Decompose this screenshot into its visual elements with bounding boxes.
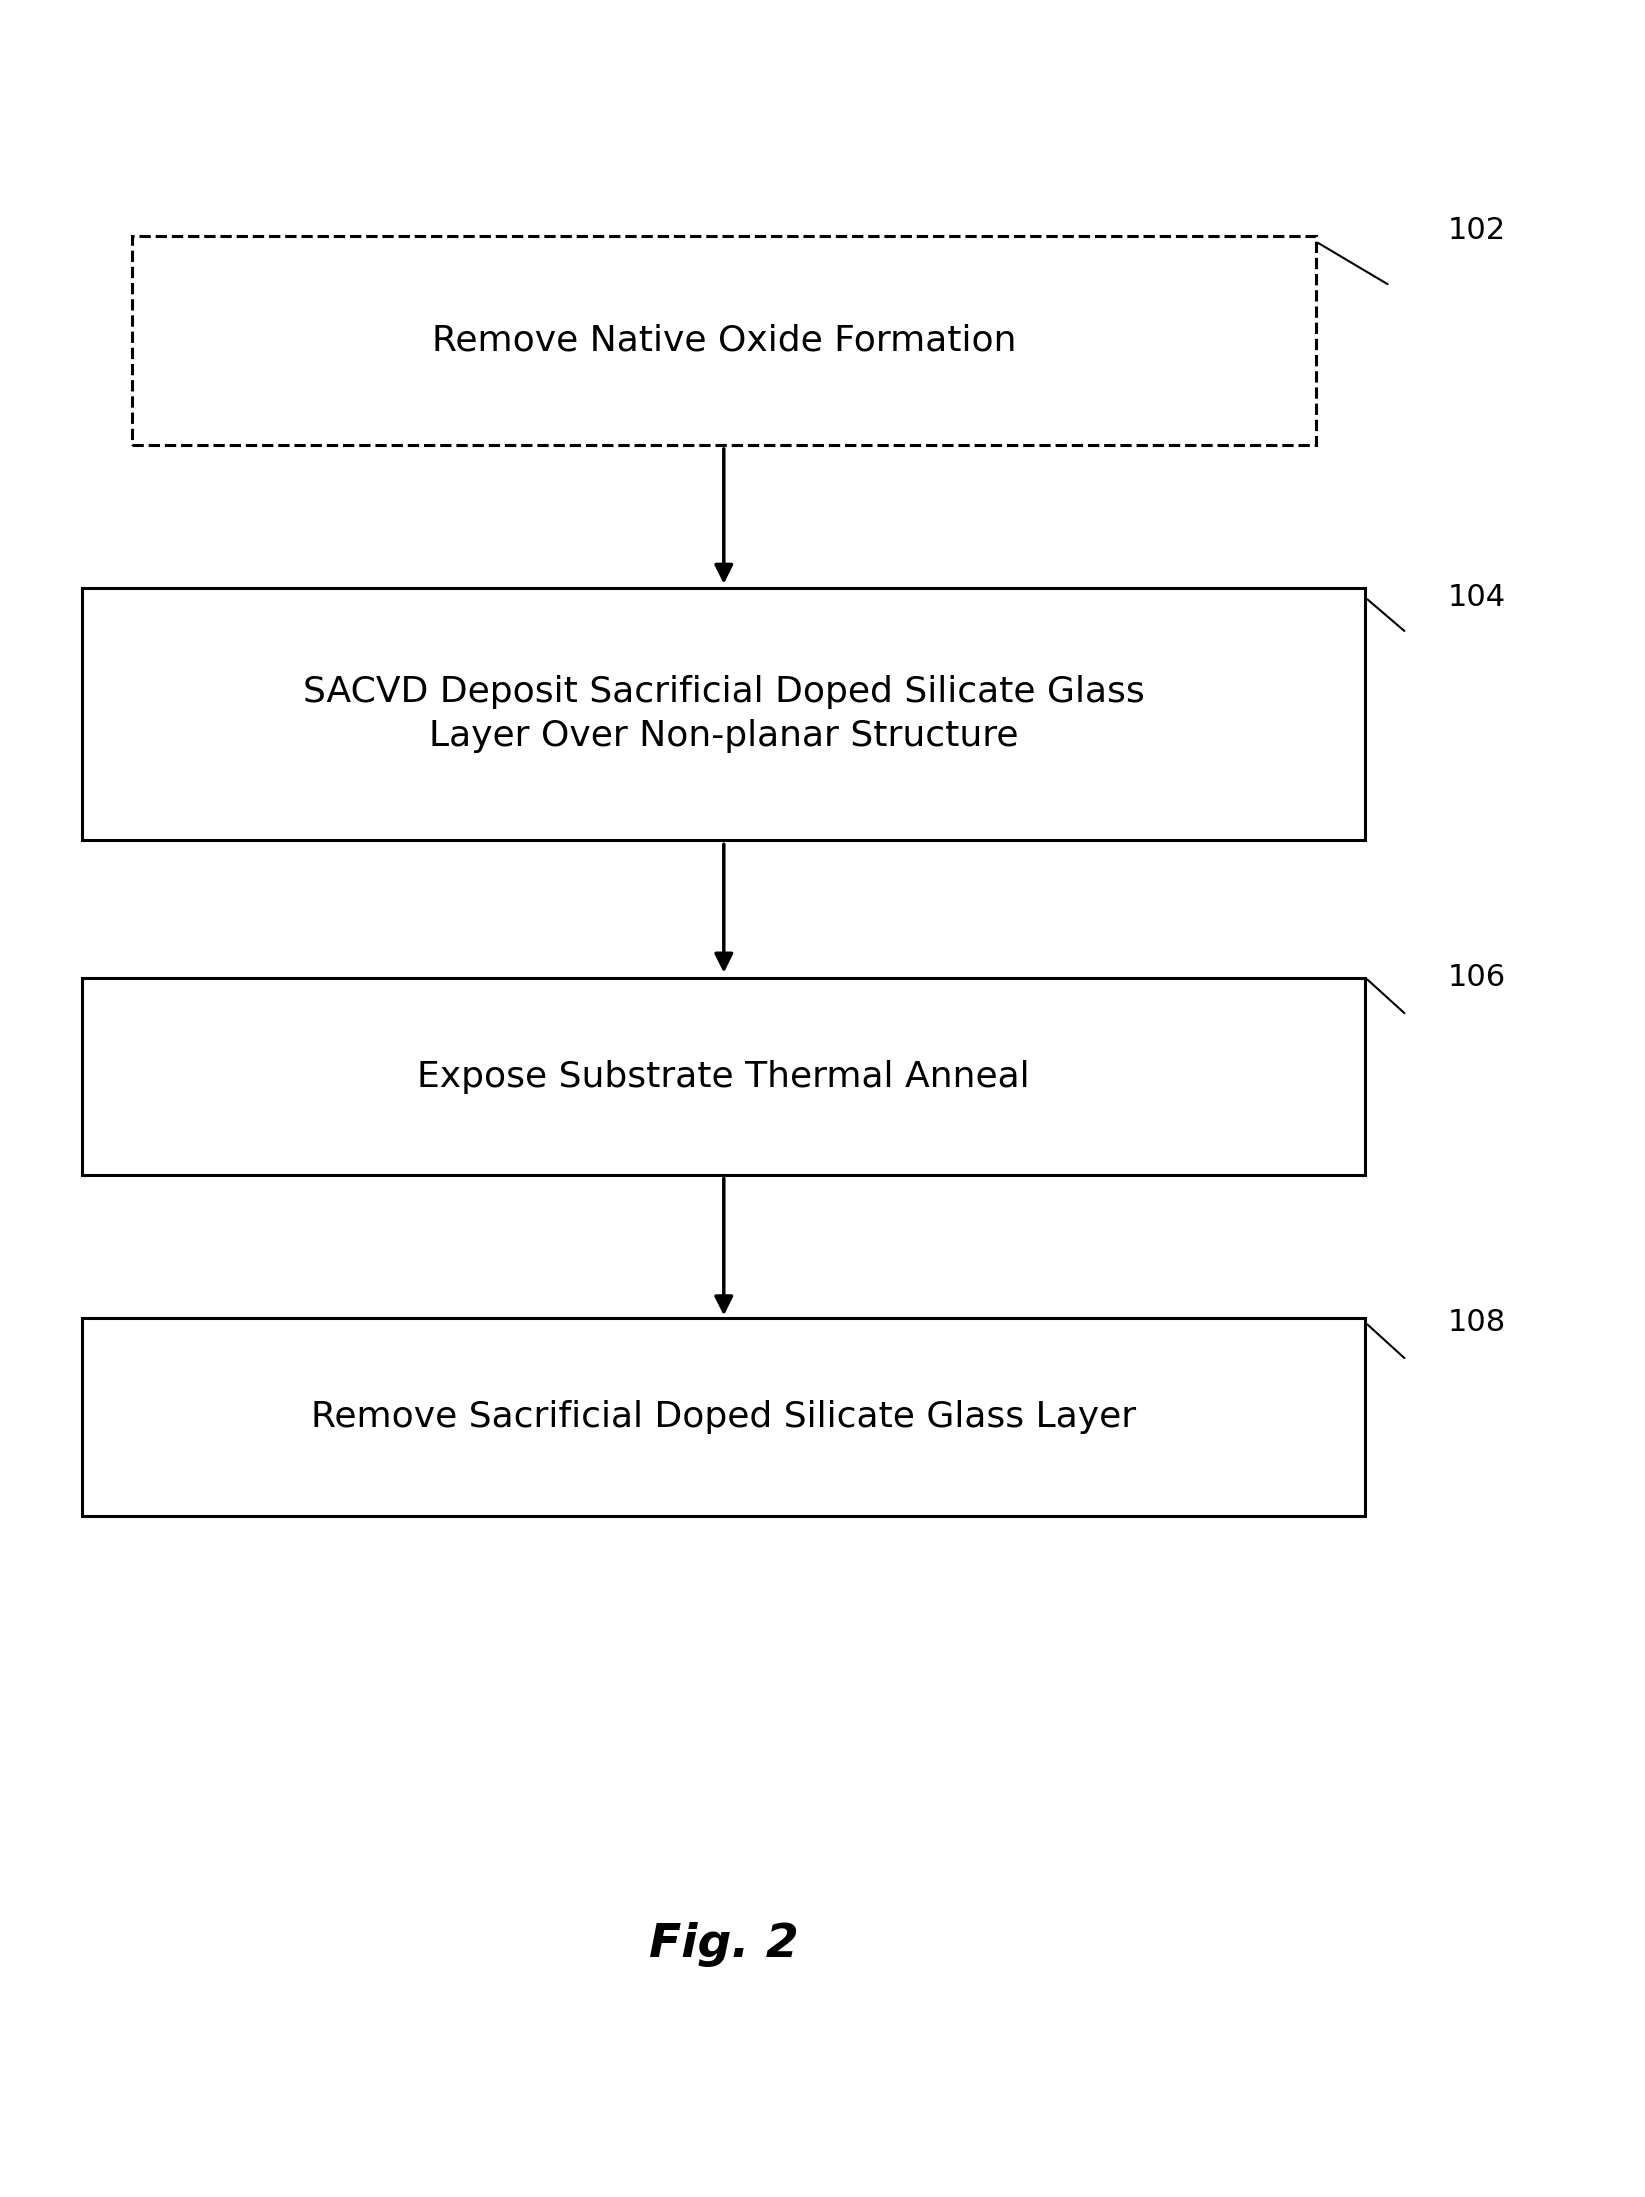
Text: 106: 106 bbox=[1448, 962, 1505, 993]
Text: SACVD Deposit Sacrificial Doped Silicate Glass
Layer Over Non-planar Structure: SACVD Deposit Sacrificial Doped Silicate… bbox=[303, 674, 1145, 754]
FancyBboxPatch shape bbox=[82, 1318, 1365, 1516]
FancyBboxPatch shape bbox=[82, 978, 1365, 1175]
Text: Remove Sacrificial Doped Silicate Glass Layer: Remove Sacrificial Doped Silicate Glass … bbox=[311, 1399, 1137, 1435]
FancyBboxPatch shape bbox=[82, 587, 1365, 839]
Text: Expose Substrate Thermal Anneal: Expose Substrate Thermal Anneal bbox=[418, 1059, 1030, 1094]
Text: 108: 108 bbox=[1448, 1307, 1505, 1338]
Text: 104: 104 bbox=[1448, 582, 1505, 613]
Text: Fig. 2: Fig. 2 bbox=[648, 1922, 799, 1966]
Text: Remove Native Oxide Formation: Remove Native Oxide Formation bbox=[431, 323, 1017, 358]
Text: 102: 102 bbox=[1448, 215, 1505, 246]
FancyBboxPatch shape bbox=[132, 237, 1316, 444]
